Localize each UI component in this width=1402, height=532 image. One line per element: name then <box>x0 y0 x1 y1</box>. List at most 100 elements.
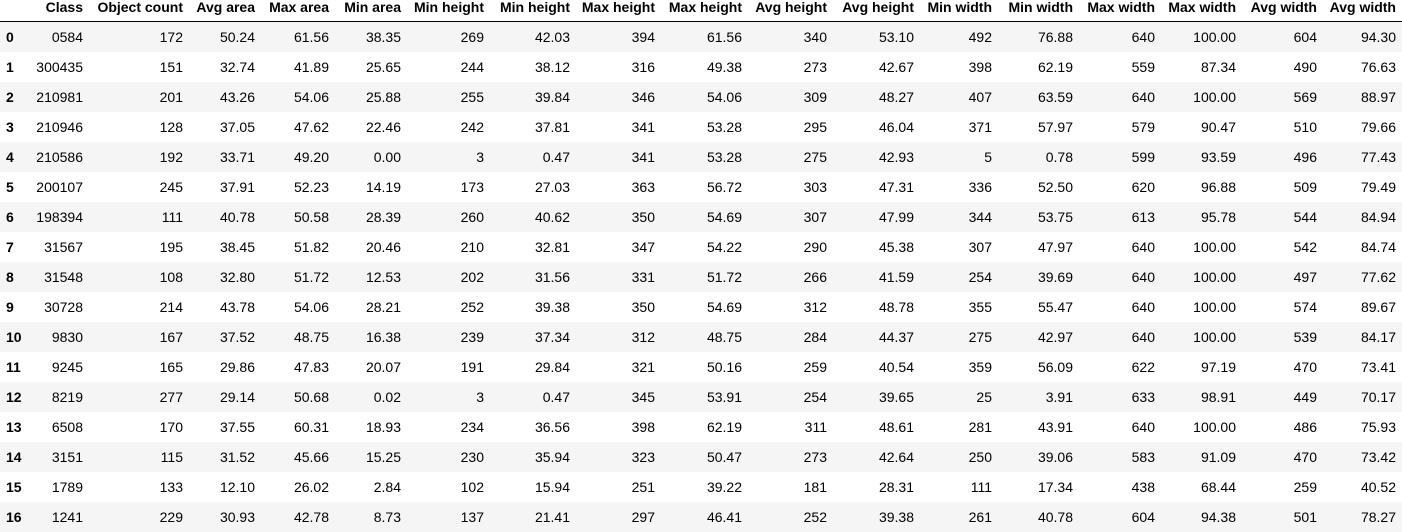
table-cell: 50.58 <box>293 208 329 225</box>
table-cell: 32.74 <box>219 58 255 75</box>
table-cell: 49.20 <box>293 148 329 165</box>
table-cell: 252 <box>803 508 827 525</box>
table-cell: 5 <box>984 148 992 165</box>
table-cell: 50.24 <box>219 28 255 45</box>
table-cell: 42.93 <box>878 148 914 165</box>
table-cell: 307 <box>803 208 827 225</box>
table-cell: 640 <box>1131 268 1155 285</box>
table-row: 4 210586 192 33.71 49.20 0.00 3 0.47 341 53.28 275… <box>0 141 1402 172</box>
table-cell: 39.38 <box>534 298 570 315</box>
table-cell: 633 <box>1131 388 1155 405</box>
table-cell: 336 <box>968 178 992 195</box>
table-cell: 49.38 <box>706 58 742 75</box>
table-cell: 55.47 <box>1037 298 1073 315</box>
table-cell: 93.59 <box>1200 148 1236 165</box>
table-cell: 62.19 <box>706 418 742 435</box>
table-cell: 210946 <box>36 118 83 135</box>
table-cell: 363 <box>631 178 655 195</box>
table-cell: 579 <box>1131 118 1155 135</box>
table-cell: 539 <box>1293 328 1317 345</box>
table-cell: 29.14 <box>219 388 255 405</box>
row-index: 7 <box>6 238 14 255</box>
table-cell: 60.31 <box>293 418 329 435</box>
table-cell: 173 <box>460 178 484 195</box>
table-cell: 20.07 <box>365 358 401 375</box>
table-cell: 331 <box>631 268 655 285</box>
table-cell: 33.71 <box>219 148 255 165</box>
table-cell: 44.37 <box>878 328 914 345</box>
table-cell: 42.03 <box>534 28 570 45</box>
column-header: Min height <box>407 0 490 22</box>
table-cell: 307 <box>968 238 992 255</box>
table-cell: 48.75 <box>293 328 329 345</box>
table-cell: 323 <box>631 448 655 465</box>
table-cell: 16.38 <box>365 328 401 345</box>
table-cell: 38.35 <box>365 28 401 45</box>
table-cell: 91.09 <box>1200 448 1236 465</box>
table-cell: 38.45 <box>219 238 255 255</box>
row-index: 5 <box>6 178 14 195</box>
row-index: 3 <box>6 118 14 135</box>
table-cell: 79.66 <box>1360 118 1396 135</box>
table-cell: 151 <box>159 58 183 75</box>
table-cell: 31567 <box>44 238 83 255</box>
table-cell: 37.52 <box>219 328 255 345</box>
table-cell: 28.21 <box>365 298 401 315</box>
table-cell: 76.63 <box>1360 58 1396 75</box>
table-cell: 40.54 <box>878 358 914 375</box>
table-cell: 73.42 <box>1360 448 1396 465</box>
table-cell: 54.06 <box>293 298 329 315</box>
row-index: 9 <box>6 298 14 315</box>
table-cell: 438 <box>1131 478 1155 495</box>
table-cell: 63.59 <box>1037 88 1073 105</box>
table-cell: 47.99 <box>878 208 914 225</box>
table-cell: 0.47 <box>542 148 570 165</box>
table-cell: 3.91 <box>1045 388 1073 405</box>
table-cell: 15.25 <box>365 448 401 465</box>
table-cell: 37.05 <box>219 118 255 135</box>
table-cell: 245 <box>159 178 183 195</box>
table-cell: 48.27 <box>878 88 914 105</box>
table-cell: 48.61 <box>878 418 914 435</box>
table-cell: 234 <box>460 418 484 435</box>
table-cell: 18.93 <box>365 418 401 435</box>
table-cell: 0584 <box>51 28 83 45</box>
table-cell: 371 <box>968 118 992 135</box>
column-header: Avg width <box>1323 0 1402 22</box>
table-cell: 54.06 <box>706 88 742 105</box>
table-cell: 133 <box>159 478 183 495</box>
table-cell: 30.93 <box>219 508 255 525</box>
table-cell: 21.41 <box>534 508 570 525</box>
column-header: Min width <box>920 0 998 22</box>
table-cell: 43.26 <box>219 88 255 105</box>
table-cell: 42.64 <box>878 448 914 465</box>
table-cell: 3 <box>476 388 484 405</box>
row-index: 6 <box>6 208 14 225</box>
table-cell: 6508 <box>51 418 83 435</box>
table-cell: 449 <box>1293 388 1317 405</box>
table-cell: 341 <box>631 148 655 165</box>
table-cell: 52.50 <box>1037 178 1073 195</box>
table-cell: 48.75 <box>706 328 742 345</box>
table-cell: 172 <box>159 28 183 45</box>
table-cell: 210981 <box>36 88 83 105</box>
table-cell: 341 <box>631 118 655 135</box>
table-cell: 39.22 <box>706 478 742 495</box>
table-cell: 79.49 <box>1360 178 1396 195</box>
table-cell: 35.94 <box>534 448 570 465</box>
row-index: 13 <box>6 418 22 435</box>
column-header: Max height <box>576 0 661 22</box>
table-cell: 32.80 <box>219 268 255 285</box>
table-cell: 137 <box>460 508 484 525</box>
table-cell: 37.55 <box>219 418 255 435</box>
table-cell: 394 <box>631 28 655 45</box>
table-cell: 542 <box>1293 238 1317 255</box>
table-cell: 39.84 <box>534 88 570 105</box>
table-cell: 167 <box>159 328 183 345</box>
row-index: 14 <box>6 448 22 465</box>
table-cell: 70.17 <box>1360 388 1396 405</box>
table-cell: 53.10 <box>878 28 914 45</box>
table-cell: 202 <box>460 268 484 285</box>
table-cell: 0.02 <box>373 388 401 405</box>
table-cell: 47.62 <box>293 118 329 135</box>
